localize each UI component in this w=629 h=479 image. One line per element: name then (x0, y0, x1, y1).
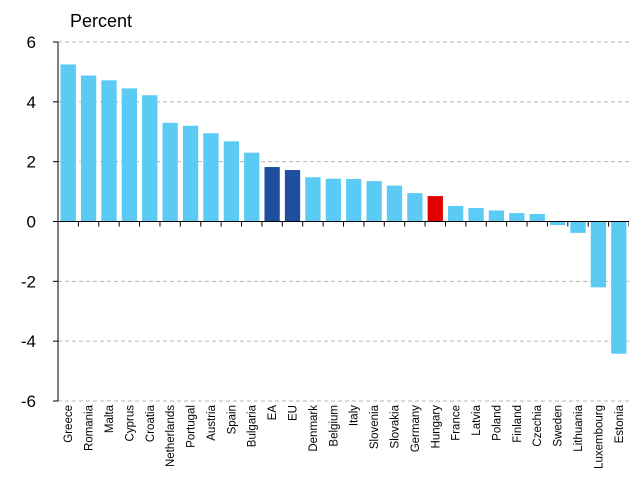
x-category-label: Belgium (328, 405, 340, 447)
x-category-label: Sweden (553, 405, 565, 447)
y-axis-label: Percent (70, 11, 132, 31)
x-category-label: Estonia (614, 404, 626, 443)
bar-hungary (427, 196, 443, 222)
bar-estonia (611, 221, 627, 354)
x-category-label: Bulgaria (247, 404, 259, 447)
x-category-label: Malta (104, 404, 116, 433)
x-category-label: Czechia (532, 404, 544, 446)
bar-spain (223, 141, 239, 222)
x-category-label: EA (267, 405, 279, 421)
bar-ea (264, 167, 280, 222)
bar-cyprus (121, 88, 138, 222)
x-category-label: Slovakia (389, 404, 401, 448)
bar-netherlands (162, 122, 178, 222)
bar-greece (60, 64, 76, 222)
x-category-label: Luxembourg (593, 405, 605, 469)
bar-germany (407, 193, 423, 222)
bar-belgium (325, 178, 341, 222)
bar-austria (203, 133, 219, 222)
x-category-label: Slovenia (369, 404, 381, 449)
x-category-label: Croatia (145, 404, 157, 442)
x-category-label: Latvia (471, 404, 483, 435)
axes (53, 41, 629, 402)
x-category-label: France (451, 405, 463, 441)
x-category-label: Netherlands (165, 405, 177, 467)
x-category-label: Cyprus (124, 405, 136, 442)
x-category-label: Lithuania (573, 404, 585, 451)
x-category-label: Finland (512, 405, 524, 443)
x-category-label: Germany (410, 405, 422, 453)
x-category-label: Poland (491, 405, 503, 441)
bar-romania (80, 75, 97, 222)
bar-france (448, 205, 464, 222)
bar-italy (346, 179, 362, 222)
bar-luxembourg (590, 221, 607, 288)
x-category-label: Spain (226, 405, 238, 434)
y-tick-label: 2 (27, 153, 36, 172)
bar-eu (284, 170, 301, 222)
bar-lithuania (570, 221, 586, 233)
x-category-label: Romania (84, 404, 96, 451)
x-category-label: Austria (206, 404, 218, 440)
x-category-label: Hungary (430, 405, 442, 449)
y-tick-label: -6 (21, 392, 36, 411)
bars (60, 64, 627, 354)
x-category-labels: Greece Romania Malta Cyprus Croatia Netherlan… (63, 404, 626, 469)
bar-malta (101, 80, 117, 222)
bar-slovakia (386, 185, 403, 222)
x-category-label: EU (288, 405, 300, 421)
bar-portugal (182, 125, 199, 222)
x-category-label: Greece (63, 405, 75, 443)
bar-croatia (142, 95, 158, 222)
y-tick-label: 0 (27, 213, 36, 232)
bar-czechia (529, 214, 545, 222)
bar-sweden (549, 221, 566, 226)
y-tick-label: -2 (21, 272, 36, 291)
y-tick-label: -4 (21, 332, 36, 351)
y-tick-label: 4 (27, 93, 36, 112)
y-tick-label: 6 (27, 33, 36, 52)
x-category-label: Portugal (186, 405, 198, 448)
bar-bulgaria (244, 152, 260, 222)
bar-latvia (468, 208, 484, 222)
y-tick-labels: 6 4 2 0 -2 -4 -6 (21, 33, 36, 411)
bar-denmark (305, 177, 321, 222)
bar-finland (509, 213, 525, 222)
x-category-label: Denmark (308, 405, 320, 452)
bar-slovenia (366, 181, 382, 222)
x-category-label: Italy (349, 405, 361, 426)
bar-poland (488, 210, 505, 222)
